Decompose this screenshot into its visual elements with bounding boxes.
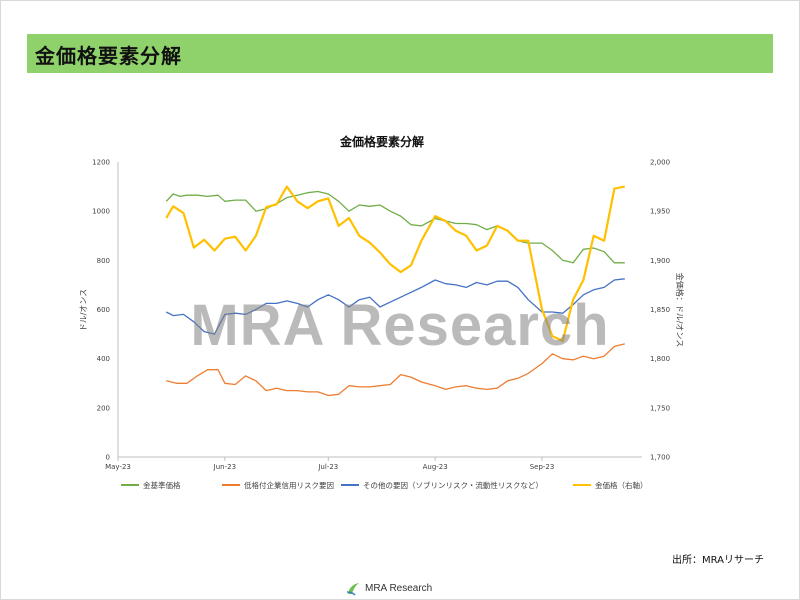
y-tick-label: 1200 [92,159,110,167]
y-axis-left-title: ドル/オンス [79,289,88,332]
x-axis-ticks: May-23 Jun-23 Jul-23 Aug-23 Sep-23 [105,457,554,471]
y2-tick-label: 1,700 [650,454,670,462]
x-tick-label: Aug-23 [423,463,448,471]
y-tick-label: 800 [97,257,110,265]
y2-tick-label: 2,000 [650,159,670,167]
header-bar: 金価格要素分解 [27,34,773,73]
series-line-3 [165,278,625,335]
page-title: 金価格要素分解 [35,44,182,68]
y-tick-label: 600 [97,306,110,314]
y2-tick-label: 1,950 [650,208,670,216]
series-line-1 [165,190,625,264]
x-tick-label: Sep-23 [530,463,555,471]
legend-label: 金基準価格 [143,480,181,490]
legend-label: 低格付企業信用リスク要因 [244,480,334,490]
y-tick-label: 200 [97,404,110,412]
y2-tick-label: 1,750 [650,404,670,412]
series-line-4 [165,185,626,343]
x-tick-label: Jun-23 [213,463,236,471]
y-tick-label: 400 [97,355,110,363]
series-line-2 [166,343,625,397]
y-axis-right-title: 金価格：ドル/オンス [675,273,685,348]
mra-logo-icon [346,583,359,596]
x-tick-label: Jul-23 [317,463,338,471]
y-tick-label: 1000 [92,208,110,216]
chart-legend: 金基準価格 低格付企業信用リスク要因 その他の要因（ソブリンリスク・流動性リスクなど… [121,480,648,490]
chart-title: 金価格要素分解 [339,134,424,149]
series-lines [165,185,626,397]
x-tick-label: May-23 [105,463,131,471]
footer-logo-text: MRA Research [365,582,433,594]
y-tick-label: 0 [106,454,110,462]
footer-logo: MRA Research [345,579,432,597]
plot-area: 0 200 400 600 800 1000 1200 1,700 1,750 1,800 1,8… [92,159,670,472]
legend-label: その他の要因（ソブリンリスク・流動性リスクなど） [363,480,543,490]
y2-tick-label: 1,800 [650,355,670,363]
source-note: 出所：MRAリサーチ [671,555,764,566]
legend-label: 金価格（右軸） [595,480,648,490]
y-axis-right-ticks: 1,700 1,750 1,800 1,850 1,900 1,950 2,000 [650,159,670,462]
y2-tick-label: 1,900 [650,257,670,265]
y2-tick-label: 1,850 [650,306,670,314]
y-axis-left-ticks: 0 200 400 600 800 1000 1200 [92,159,110,462]
